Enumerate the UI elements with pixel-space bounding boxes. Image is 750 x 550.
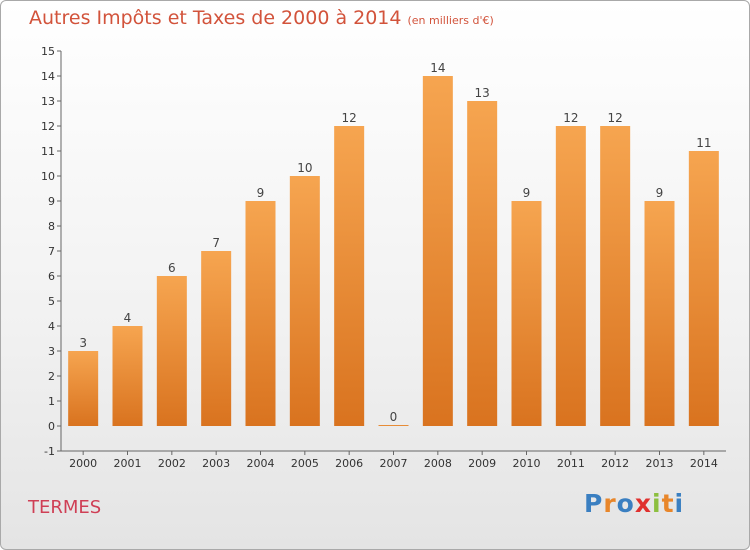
y-tick-label: 13: [41, 95, 55, 108]
bar: [511, 201, 542, 426]
bar: [156, 276, 187, 426]
chart-unit-label: (en milliers d'€): [407, 14, 494, 27]
x-tick-label: 2006: [335, 457, 363, 470]
logo-letter: o: [616, 489, 635, 518]
y-tick-label: 1: [48, 395, 55, 408]
bar-value-label: 7: [212, 236, 220, 250]
bar-value-label: 9: [257, 186, 265, 200]
logo-letter: t: [661, 489, 675, 518]
bar-value-label: 9: [523, 186, 531, 200]
bar-value-label: 12: [563, 111, 578, 125]
bar: [644, 201, 675, 426]
y-tick-label: 10: [41, 170, 55, 183]
x-tick-label: 2013: [646, 457, 674, 470]
bar: [378, 425, 409, 426]
bar: [201, 251, 232, 426]
bar-value-label: 10: [297, 161, 312, 175]
bar-value-label: 4: [124, 311, 132, 325]
logo-letter: P: [584, 489, 604, 518]
y-tick-label: 14: [41, 70, 55, 83]
y-tick-label: 0: [48, 420, 55, 433]
y-tick-label: 4: [48, 320, 55, 333]
y-tick-label: -1: [44, 445, 55, 458]
x-tick-label: 2004: [247, 457, 275, 470]
bar-value-label: 0: [390, 410, 398, 424]
x-tick-label: 2011: [557, 457, 585, 470]
bar-value-label: 12: [342, 111, 357, 125]
y-tick-label: 8: [48, 220, 55, 233]
bar-value-label: 12: [608, 111, 623, 125]
y-tick-label: 15: [41, 45, 55, 58]
bar: [334, 126, 365, 426]
bar: [555, 126, 586, 426]
bar: [289, 176, 320, 426]
chart-title-group: Autres Impôts et Taxes de 2000 à 2014 (en…: [29, 7, 494, 29]
bar: [688, 151, 719, 426]
bar: [112, 326, 143, 426]
x-tick-label: 2002: [158, 457, 186, 470]
commune-name: TERMES: [28, 497, 102, 518]
y-tick-label: 6: [48, 270, 55, 283]
y-tick-label: 2: [48, 370, 55, 383]
bar: [467, 101, 498, 426]
bar: [422, 76, 453, 426]
chart-title: Autres Impôts et Taxes de 2000 à 2014: [29, 7, 402, 29]
y-tick-label: 7: [48, 245, 55, 258]
bar-value-label: 6: [168, 261, 176, 275]
bar: [68, 351, 99, 426]
y-tick-label: 12: [41, 120, 55, 133]
x-tick-label: 2003: [202, 457, 230, 470]
x-tick-label: 2000: [69, 457, 97, 470]
y-tick-label: 9: [48, 195, 55, 208]
x-tick-label: 2008: [424, 457, 452, 470]
bar-value-label: 3: [79, 336, 87, 350]
bar-value-label: 9: [656, 186, 664, 200]
x-tick-label: 2009: [468, 457, 496, 470]
y-tick-label: 11: [41, 145, 55, 158]
logo-letter: i: [652, 489, 662, 518]
bar-value-label: 13: [475, 86, 490, 100]
x-tick-label: 2007: [380, 457, 408, 470]
bar-value-label: 11: [696, 136, 711, 150]
bar: [600, 126, 631, 426]
x-tick-label: 2005: [291, 457, 319, 470]
logo-letter: x: [634, 489, 652, 518]
y-tick-label: 3: [48, 345, 55, 358]
x-tick-label: 2001: [114, 457, 142, 470]
bar: [245, 201, 276, 426]
logo-letter: r: [603, 489, 617, 518]
proxiti-logo: Proxiti: [584, 489, 684, 518]
logo-letter: i: [674, 489, 685, 518]
bar-value-label: 14: [430, 61, 445, 75]
y-tick-label: 5: [48, 295, 55, 308]
x-tick-label: 2010: [513, 457, 541, 470]
x-tick-label: 2014: [690, 457, 718, 470]
x-tick-label: 2012: [601, 457, 629, 470]
